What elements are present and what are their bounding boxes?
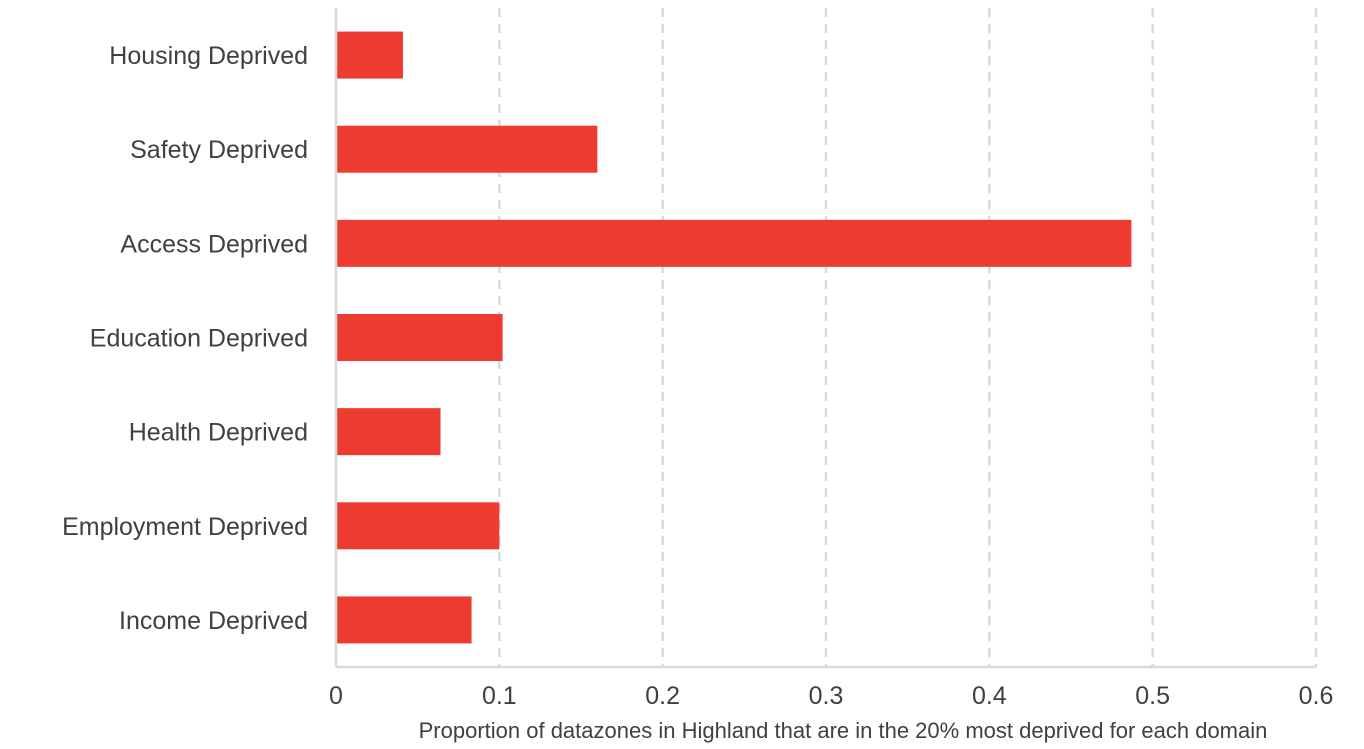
bar (337, 219, 1132, 267)
x-tick-label: 0.4 (972, 682, 1007, 710)
x-axis-title: Proportion of datazones in Highland that… (419, 718, 1268, 743)
category-label: Access Deprived (120, 230, 308, 258)
category-labels: Housing Deprived Safety Deprived Access De… (62, 42, 308, 635)
x-tick-label: 0.2 (645, 682, 680, 710)
bar (337, 408, 441, 456)
bars (337, 31, 1132, 644)
gridlines (498, 8, 1318, 667)
x-tick-labels: 0 0.1 0.2 0.3 0.4 0.5 0.6 (329, 682, 1333, 710)
category-label: Education Deprived (90, 325, 308, 353)
x-tick-label: 0 (329, 682, 343, 710)
bar (337, 31, 403, 79)
category-label: Housing Deprived (109, 42, 308, 70)
bar (337, 502, 500, 550)
category-label: Health Deprived (129, 419, 308, 447)
bar (337, 125, 598, 173)
x-tick-label: 0.6 (1299, 682, 1334, 710)
bar (337, 596, 472, 644)
axes (334, 8, 1316, 669)
category-label: Income Deprived (119, 607, 308, 635)
x-tick-label: 0.1 (482, 682, 517, 710)
x-tick-label: 0.5 (1135, 682, 1170, 710)
category-label: Safety Deprived (130, 136, 308, 164)
x-tick-label: 0.3 (809, 682, 844, 710)
category-label: Employment Deprived (62, 513, 308, 541)
bar (337, 314, 503, 361)
